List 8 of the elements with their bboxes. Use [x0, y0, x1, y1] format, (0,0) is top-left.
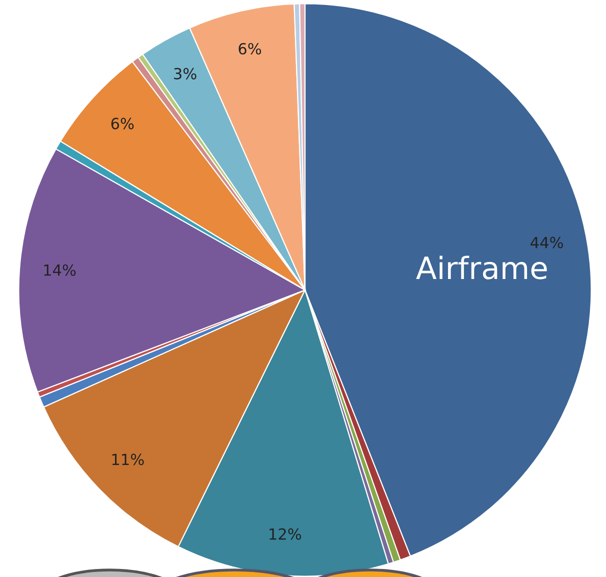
data-label: 12%	[270, 528, 302, 540]
data-label: 6%	[238, 42, 262, 55]
data-label: 14%	[44, 264, 76, 276]
data-label: 11%	[112, 454, 144, 466]
slice-label: Airframe	[416, 256, 547, 280]
data-label: 3%	[174, 68, 196, 80]
data-label: 44%	[530, 236, 563, 248]
data-label: 6%	[111, 118, 134, 130]
